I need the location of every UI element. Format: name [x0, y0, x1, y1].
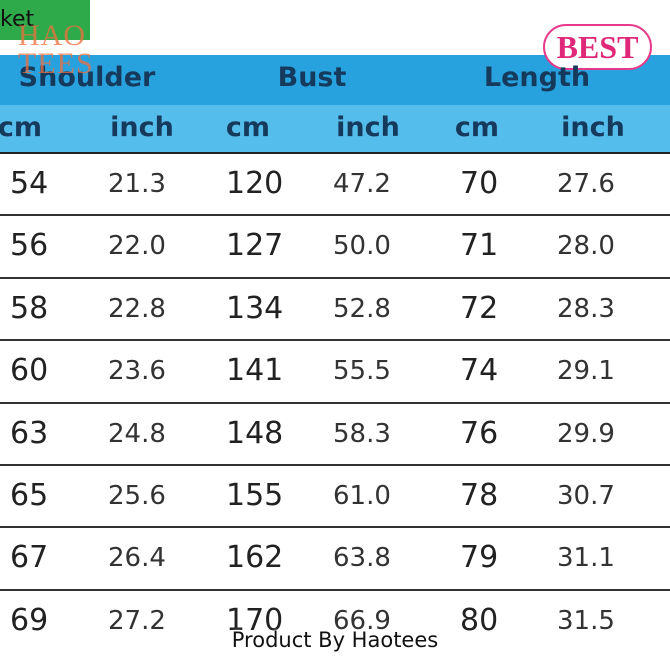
best-badge: BEST	[543, 24, 652, 70]
inch-cell: 58.3	[333, 418, 391, 449]
inch-cell: 28.3	[557, 293, 615, 324]
inch-cell: 28.0	[557, 231, 615, 262]
cm-cell: 71	[460, 228, 499, 264]
unit-header: inch	[336, 112, 400, 143]
inch-cell: 31.5	[557, 605, 615, 636]
group-header: Shoulder	[18, 62, 156, 93]
unit-header: cm	[0, 112, 43, 143]
inch-cell: 27.6	[557, 169, 615, 199]
inch-cell: 47.2	[333, 169, 391, 199]
cm-cell: 76	[460, 415, 499, 451]
unit-header: inch	[110, 112, 174, 143]
cm-cell: 155	[226, 478, 284, 513]
row-divider	[0, 526, 670, 529]
cm-cell: 65	[10, 478, 49, 513]
cm-cell: 78	[460, 478, 499, 513]
unit-header: inch	[561, 112, 625, 143]
cm-cell: 70	[460, 166, 499, 201]
cm-cell: 170	[226, 602, 284, 638]
inch-cell: 23.6	[108, 356, 166, 387]
category-label: ket	[0, 0, 90, 40]
cm-cell: 148	[226, 415, 284, 451]
row-divider	[0, 339, 670, 342]
inch-cell: 26.4	[108, 543, 166, 574]
cm-cell: 162	[226, 540, 284, 576]
cm-cell: 141	[226, 353, 284, 389]
inch-cell: 22.8	[108, 293, 166, 324]
logo: HAO TEES	[18, 19, 94, 80]
inch-cell: 24.8	[108, 418, 166, 449]
inch-cell: 29.1	[557, 356, 615, 387]
watermark: Product By Haotees	[231, 628, 439, 652]
group-header: Length	[483, 62, 591, 93]
inch-cell: 50.0	[333, 231, 391, 262]
inch-cell: 55.5	[333, 356, 391, 387]
inch-cell: 61.0	[333, 481, 391, 511]
subheader-band	[0, 105, 670, 154]
row-divider	[0, 214, 670, 217]
unit-header: cm	[454, 112, 500, 143]
inch-cell: 63.8	[333, 543, 391, 574]
cm-cell: 54	[10, 166, 49, 201]
inch-cell: 29.9	[557, 418, 615, 449]
cm-cell: 127	[226, 228, 284, 264]
inch-cell: 30.7	[557, 481, 615, 511]
inch-cell: 21.3	[108, 169, 166, 199]
row-divider	[0, 276, 670, 279]
inch-cell: 52.8	[333, 293, 391, 324]
cm-cell: 58	[10, 290, 49, 326]
cm-cell: 120	[226, 166, 284, 201]
inch-cell: 31.1	[557, 543, 615, 574]
cm-cell: 72	[460, 290, 499, 326]
row-divider	[0, 401, 670, 404]
cm-cell: 67	[10, 540, 49, 576]
row-divider	[0, 588, 670, 591]
cm-cell: 79	[460, 540, 499, 576]
inch-cell: 27.2	[108, 605, 166, 636]
cm-cell: 60	[10, 353, 49, 389]
cm-cell: 69	[10, 602, 49, 638]
cm-cell: 56	[10, 228, 49, 264]
cm-cell: 80	[460, 602, 499, 638]
inch-cell: 66.9	[333, 605, 391, 636]
cm-cell: 63	[10, 415, 49, 451]
group-header: Bust	[277, 62, 347, 93]
row-divider	[0, 464, 670, 466]
cm-cell: 74	[460, 353, 499, 389]
inch-cell: 25.6	[108, 481, 166, 511]
cm-cell: 134	[226, 290, 284, 326]
unit-header: cm	[225, 112, 271, 143]
inch-cell: 22.0	[108, 231, 166, 262]
